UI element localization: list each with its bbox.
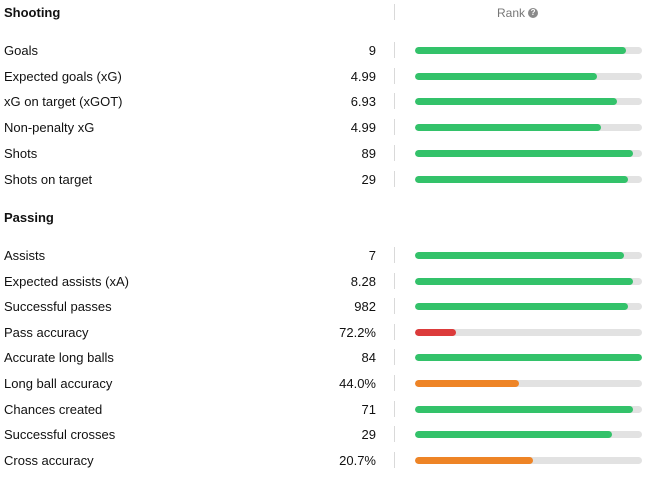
- rank-bar: [415, 175, 642, 183]
- rank-bar: [415, 405, 642, 413]
- stat-value: 44.0%: [339, 376, 376, 391]
- stat-label: Non-penalty xG: [4, 120, 95, 136]
- rank-bar: [415, 303, 642, 311]
- rank-bar: [415, 252, 642, 259]
- rank-bar: [415, 328, 642, 336]
- rank-bar-fill: [415, 47, 627, 54]
- rank-bar-fill: [415, 124, 602, 132]
- stat-row: Assists 7: [0, 245, 653, 265]
- stat-label: xG on target (xGOT): [4, 94, 123, 110]
- stat-row: Pass accuracy 72.2%: [0, 322, 653, 342]
- column-divider: [394, 426, 395, 443]
- stat-row: Cross accuracy 20.7%: [0, 450, 653, 470]
- column-divider: [394, 247, 395, 263]
- rank-header: Rank ?: [497, 6, 539, 20]
- column-divider: [394, 119, 395, 136]
- stat-value: 89: [361, 145, 376, 161]
- column-divider: [394, 323, 395, 340]
- rank-bar: [415, 277, 642, 285]
- stat-label: Cross accuracy: [4, 452, 94, 468]
- stat-value: 20.7%: [339, 452, 376, 468]
- column-divider: [394, 298, 395, 315]
- rank-bar-fill: [415, 456, 534, 464]
- column-divider: [394, 400, 395, 417]
- rank-bar-fill: [415, 252, 624, 259]
- stat-label: Expected goals (xG): [4, 68, 122, 84]
- stat-label: Goals: [4, 43, 38, 58]
- column-divider: [394, 42, 395, 58]
- stat-label: Successful passes: [4, 299, 112, 315]
- rank-bar-fill: [415, 328, 456, 336]
- stat-value: 71: [361, 401, 376, 417]
- rank-label: Rank: [497, 6, 526, 20]
- rank-bar-fill: [415, 149, 633, 157]
- stat-label: Chances created: [4, 401, 103, 417]
- column-divider: [394, 349, 395, 366]
- stat-label: Assists: [4, 248, 46, 263]
- stat-row: Expected goals (xG) 4.99: [0, 66, 653, 86]
- rank-bar-fill: [415, 72, 597, 80]
- column-divider: [394, 170, 395, 187]
- rank-bar-fill: [415, 354, 642, 362]
- stat-row: Successful passes 982: [0, 296, 653, 316]
- stat-value: 4.99: [350, 120, 376, 136]
- rank-bar-fill: [415, 380, 520, 387]
- column-divider: [394, 272, 395, 289]
- stat-row: Shots on target 29: [0, 169, 653, 189]
- stat-value: 29: [361, 427, 376, 443]
- passing-section-title: Passing: [4, 210, 54, 225]
- rank-bar: [415, 149, 642, 157]
- stat-value: 72.2%: [339, 324, 376, 340]
- rank-bar-fill: [415, 303, 629, 311]
- stat-value: 8.28: [350, 273, 376, 289]
- rank-bar-fill: [415, 175, 629, 183]
- rank-bar: [415, 354, 642, 362]
- rank-bar: [415, 47, 642, 54]
- stat-row: Non-penalty xG 4.99: [0, 117, 653, 137]
- stat-value: 84: [361, 350, 376, 366]
- column-divider: [394, 451, 395, 468]
- column-divider: [394, 375, 395, 391]
- stat-value: 29: [361, 171, 376, 187]
- stat-label: Expected assists (xA): [4, 273, 129, 289]
- rank-bar: [415, 380, 642, 387]
- rank-bar: [415, 124, 642, 132]
- rank-bar: [415, 72, 642, 80]
- column-divider: [394, 93, 395, 110]
- stat-label: Shots: [4, 145, 38, 161]
- column-divider: [394, 67, 395, 84]
- rank-bar: [415, 456, 642, 464]
- rank-bar: [415, 431, 642, 439]
- stat-row: Goals 9: [0, 40, 653, 60]
- stat-label: Accurate long balls: [4, 350, 114, 366]
- stat-label: Successful crosses: [4, 427, 116, 443]
- stat-value: 982: [354, 299, 376, 315]
- stat-label: Pass accuracy: [4, 324, 89, 340]
- rank-bar-fill: [415, 277, 633, 285]
- stat-value: 4.99: [350, 68, 376, 84]
- rank-bar-fill: [415, 405, 633, 413]
- question-circle-icon[interactable]: ?: [528, 8, 539, 18]
- stat-value: 7: [368, 248, 376, 263]
- stat-value: 9: [368, 43, 376, 58]
- stat-label: Long ball accuracy: [4, 376, 113, 391]
- stat-row: Chances created 71: [0, 399, 653, 419]
- rank-bar: [415, 98, 642, 106]
- stat-row: Shots 89: [0, 143, 653, 163]
- stat-row: Expected assists (xA) 8.28: [0, 271, 653, 291]
- shooting-section-title: Shooting: [4, 5, 61, 20]
- stat-row: Accurate long balls 84: [0, 347, 653, 367]
- header-divider: [394, 4, 395, 20]
- stat-row: Successful crosses 29: [0, 424, 653, 444]
- stat-row: Long ball accuracy 44.0%: [0, 373, 653, 393]
- stat-value: 6.93: [350, 94, 376, 110]
- stat-label: Shots on target: [4, 171, 93, 187]
- rank-bar-fill: [415, 98, 618, 106]
- rank-bar-fill: [415, 431, 613, 439]
- stat-row: xG on target (xGOT) 6.93: [0, 91, 653, 111]
- column-divider: [394, 144, 395, 161]
